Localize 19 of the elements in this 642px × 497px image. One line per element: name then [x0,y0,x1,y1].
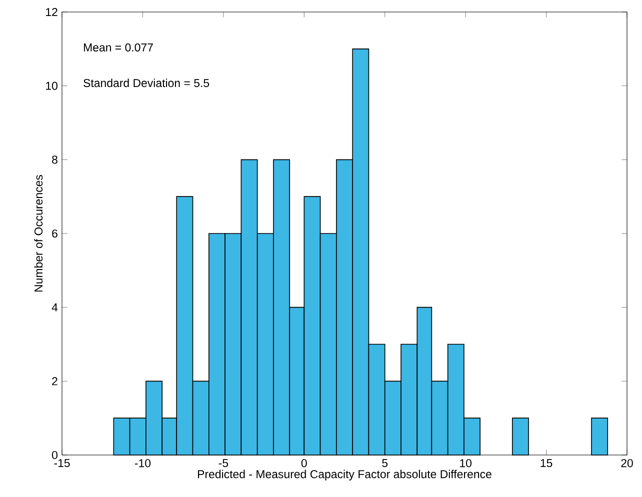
x-tick-label: -15 [54,459,70,468]
x-tick-label: -5 [218,459,228,468]
y-axis-title: Number of Occurences [34,174,43,292]
x-tick-label: 5 [382,459,388,468]
y-tick-label: 8 [52,156,58,164]
y-tick-label: 12 [46,8,58,16]
y-tick-label: 6 [52,229,58,238]
annotation: Standard Deviation = 5.5 [84,78,210,88]
x-tick-label: 15 [540,459,552,468]
x-tick-label: 10 [460,459,472,468]
y-tick-label: 0 [52,450,58,460]
y-tick-label: 2 [52,377,58,386]
x-tick-label: -10 [134,459,151,468]
y-tick-label: 4 [52,303,58,312]
y-tick-label: 10 [46,82,58,90]
x-axis-title: Predicted - Measured Capacity Factor absolute Difference [198,470,492,480]
x-tick-label: 20 [621,459,633,468]
annotation: Mean = 0.077 [84,43,153,52]
x-tick-label: 0 [301,459,307,468]
